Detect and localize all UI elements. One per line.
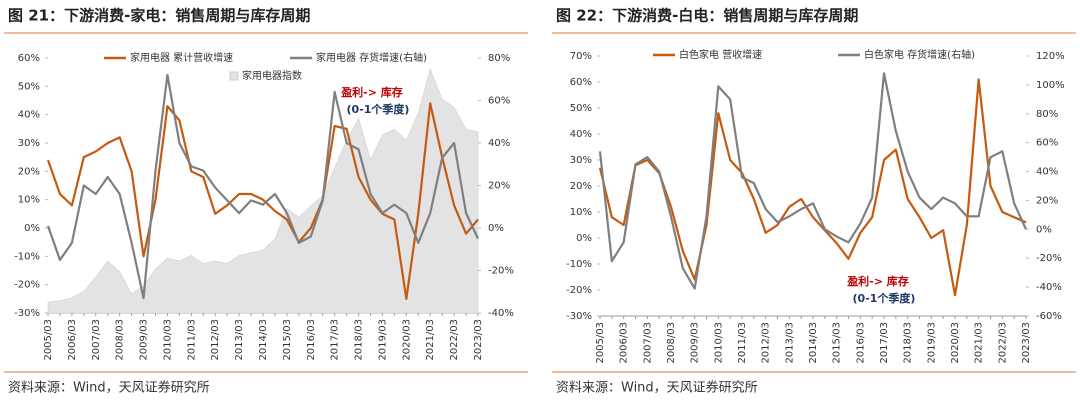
x-tick-label: 2022/03 xyxy=(449,319,460,361)
source: 资料来源：Wind，天风证券研究所 xyxy=(8,380,210,396)
y2-tick-label: -40% xyxy=(488,308,514,319)
legend-label: 白色家电 存货增速(右轴) xyxy=(864,48,975,61)
x-tick-label: 2019/03 xyxy=(377,319,388,361)
x-tick-label: 2017/03 xyxy=(879,322,890,364)
y-tick-label: 10% xyxy=(570,207,592,218)
chart-title: 图 21：下游消费-家电：销售周期与库存周期 xyxy=(8,7,310,25)
y2-tick-label: 20% xyxy=(1036,195,1058,206)
y-tick-label: -30% xyxy=(566,311,592,322)
x-tick-label: 2017/03 xyxy=(330,319,341,361)
x-tick-label: 2008/03 xyxy=(115,319,126,361)
x-tick-label: 2006/03 xyxy=(67,319,78,361)
x-tick-label: 2007/03 xyxy=(642,322,653,364)
y2-tick-label: 60% xyxy=(1036,138,1058,149)
y2-tick-label: 0% xyxy=(488,223,504,234)
x-tick-label: 2021/03 xyxy=(425,319,436,361)
y-tick-label: 0% xyxy=(576,233,592,244)
y-tick-label: 30% xyxy=(570,155,592,166)
y2-tick-label: 20% xyxy=(488,181,510,192)
line xyxy=(46,102,479,300)
legend-label: 家用电器 存货增速(右轴) xyxy=(316,51,427,64)
legend-label: 白色家电 营收增速 xyxy=(679,48,762,61)
x-tick-label: 2010/03 xyxy=(713,322,724,364)
y-tick-label: 60% xyxy=(570,77,592,88)
x-tick-label: 2013/03 xyxy=(234,319,245,361)
x-tick-label: 2015/03 xyxy=(832,322,843,364)
y2-tick-label: 80% xyxy=(488,53,510,64)
y2-tick-label: 40% xyxy=(1036,167,1058,178)
x-tick-label: 2007/03 xyxy=(91,319,102,361)
x-tick-label: 2010/03 xyxy=(162,319,173,361)
x-tick-label: 2023/03 xyxy=(473,319,484,361)
y-tick-label: 20% xyxy=(570,181,592,192)
y-tick-label: 50% xyxy=(570,103,592,114)
x-tick-label: 2023/03 xyxy=(1021,322,1032,364)
annotation: 盈利-> 库存 xyxy=(846,274,909,288)
y-tick-label: -20% xyxy=(14,280,40,291)
legend-label: 家用电器指数 xyxy=(242,69,302,82)
y2-tick-label: -20% xyxy=(488,266,514,277)
area xyxy=(47,68,479,314)
y2-tick-label: -40% xyxy=(1036,282,1062,293)
legend-swatch xyxy=(229,71,239,81)
x-tick-label: 2014/03 xyxy=(808,322,819,364)
x-tick-label: 2020/03 xyxy=(401,319,412,361)
x-tick-label: 2012/03 xyxy=(210,319,221,361)
y-tick-label: 70% xyxy=(570,51,592,62)
x-tick-label: 2012/03 xyxy=(761,322,772,364)
source: 资料来源：Wind，天风证券研究所 xyxy=(556,380,758,396)
x-tick-label: 2009/03 xyxy=(690,322,701,364)
y2-tick-label: -60% xyxy=(1036,311,1062,322)
x-tick-label: 2016/03 xyxy=(306,319,317,361)
y-tick-label: 20% xyxy=(18,166,40,177)
x-tick-label: 2022/03 xyxy=(997,322,1008,364)
y-tick-label: 0% xyxy=(24,223,40,234)
y2-tick-label: 0% xyxy=(1036,224,1052,235)
x-tick-label: 2013/03 xyxy=(784,322,795,364)
y-tick-label: -30% xyxy=(14,308,40,319)
annotation: (0-1个季度) xyxy=(853,291,916,305)
x-tick-label: 2018/03 xyxy=(354,319,365,361)
line xyxy=(598,78,1027,297)
legend-label: 家用电器 累计营收增速 xyxy=(130,51,233,64)
y-tick-label: 10% xyxy=(18,195,40,206)
x-tick-label: 2016/03 xyxy=(855,322,866,364)
x-tick-label: 2006/03 xyxy=(619,322,630,364)
y2-tick-label: 120% xyxy=(1036,51,1065,62)
y-tick-label: 30% xyxy=(18,138,40,149)
x-tick-label: 2009/03 xyxy=(139,319,150,361)
y-tick-label: 40% xyxy=(570,129,592,140)
chart-title: 图 22：下游消费-白电：销售周期与库存周期 xyxy=(556,7,858,25)
x-tick-label: 2019/03 xyxy=(926,322,937,364)
y2-tick-label: 80% xyxy=(1036,109,1058,120)
x-tick-label: 2020/03 xyxy=(950,322,961,364)
x-tick-label: 2015/03 xyxy=(282,319,293,361)
y-tick-label: 60% xyxy=(18,53,40,64)
x-tick-label: 2014/03 xyxy=(258,319,269,361)
x-tick-label: 2018/03 xyxy=(903,322,914,364)
line xyxy=(598,72,1028,290)
annotation: 盈利-> 库存 xyxy=(340,85,403,99)
x-tick-label: 2011/03 xyxy=(186,319,197,361)
y-tick-label: -10% xyxy=(14,251,40,262)
y2-tick-label: 40% xyxy=(488,138,510,149)
y-tick-label: 50% xyxy=(18,81,40,92)
x-tick-label: 2005/03 xyxy=(43,319,54,361)
y-tick-label: -10% xyxy=(566,259,592,270)
y-tick-label: 40% xyxy=(18,110,40,121)
y2-tick-label: 100% xyxy=(1036,80,1065,91)
x-tick-label: 2021/03 xyxy=(974,322,985,364)
line xyxy=(46,73,479,300)
annotation: (0-1个季度) xyxy=(347,102,410,116)
x-tick-label: 2005/03 xyxy=(595,322,606,364)
y2-tick-label: 60% xyxy=(488,96,510,107)
y-tick-label: -20% xyxy=(566,285,592,296)
y2-tick-label: -20% xyxy=(1036,253,1062,264)
x-tick-label: 2008/03 xyxy=(666,322,677,364)
x-tick-label: 2011/03 xyxy=(737,322,748,364)
